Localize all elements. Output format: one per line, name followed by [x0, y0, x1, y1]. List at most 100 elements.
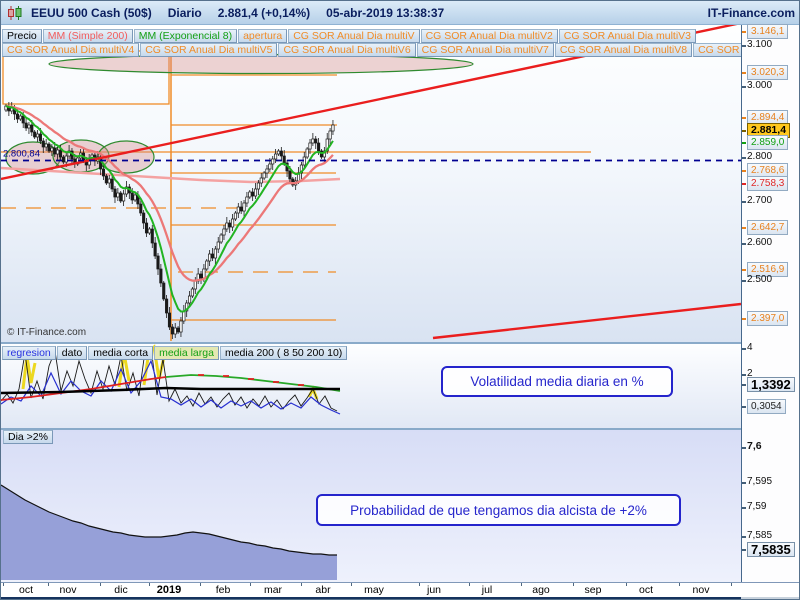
chip-mm-simple-200[interactable]: MM (Simple 200): [42, 29, 133, 43]
time-tick: [100, 583, 101, 586]
probability-area: [1, 485, 337, 580]
axis-tick: [742, 31, 746, 33]
axis-tick: [742, 243, 746, 245]
month-label-may: may: [364, 584, 384, 596]
axis-tick: [742, 45, 746, 47]
axis-tick: [742, 536, 746, 538]
axis-tick: [742, 507, 746, 509]
month-label-jul: jul: [481, 584, 493, 596]
price-chart-canvas[interactable]: 2.800,84 © IT-Finance.com: [1, 25, 741, 342]
axis-tick: [742, 549, 746, 551]
media-200-series: [1, 386, 340, 395]
chip-mm-exponencial-8[interactable]: MM (Exponencial 8): [133, 29, 238, 43]
chip-cg-sor-anual-dia-multiv4[interactable]: CG SOR Anual Dia multiV4: [2, 43, 140, 57]
candles-series: [4, 102, 335, 339]
axis-tick: [742, 183, 746, 185]
price-panel: 2.800,84 © IT-Finance.com Precio MM (Simpl…: [1, 25, 741, 342]
chip-cg-sor-anual-dia-multiv7[interactable]: CG SOR Anual Dia multiV7: [416, 43, 554, 57]
axis-label: 3.020,3: [747, 65, 789, 80]
chip-precio[interactable]: Precio: [2, 29, 42, 43]
chip-cg-sor-anual-dia-multiv3[interactable]: CG SOR Anual Dia multiV3: [558, 29, 697, 43]
chip-apertura[interactable]: apertura: [238, 29, 288, 43]
regresion-series: [1, 376, 167, 401]
axis-label: 3.146,1: [747, 24, 789, 39]
month-label-feb: feb: [215, 584, 231, 596]
axis-label: 2.881,4: [747, 123, 791, 138]
axis-tick: [742, 72, 746, 74]
axis-tick: [742, 142, 746, 144]
axis-tick: [742, 117, 746, 119]
axis-tick: [742, 482, 746, 484]
axis-label: 7,6: [747, 440, 762, 452]
axis-tick: [742, 227, 746, 229]
time-tick: [469, 583, 470, 586]
axis-tick: [742, 447, 746, 449]
month-label-abr: abr: [315, 584, 331, 596]
volatility-annotation[interactable]: Volatilidad media diaria en %: [441, 366, 673, 397]
month-label-ago: ago: [532, 584, 550, 596]
volatility-panel: regresion dato media corta media larga media…: [1, 342, 741, 428]
time-tick: [351, 583, 352, 586]
axis-label: 0,3054: [747, 399, 786, 414]
price-axis[interactable]: 3.146,1 3.100 3.020,3 3.000 2.894,4 2.881,4 2.…: [741, 24, 799, 582]
time-tick: [250, 583, 251, 586]
volatility-indicator-row: regresion dato media corta media larga media…: [2, 344, 741, 361]
time-tick: [200, 583, 201, 586]
axis-tick: [742, 374, 746, 376]
probability-panel: Dia >2% Probabilidad de que tengamos dia…: [1, 428, 741, 582]
month-label-nov: nov: [59, 584, 77, 596]
vol-chip-regresion[interactable]: regresion: [2, 346, 56, 360]
axis-tick: [742, 318, 746, 320]
chip-cg-sor-anual-dia-multiv2[interactable]: CG SOR Anual Dia multiV2: [420, 29, 558, 43]
time-axis[interactable]: oct nov dic 2019 feb mar abr may jun jul ago sep oct…: [1, 582, 799, 597]
orange-level-annotations: [1, 41, 591, 341]
brand-label: IT-Finance.com: [707, 5, 795, 20]
axis-label: 2: [747, 368, 753, 379]
chip-cg-sor-anual-dia-multiv8[interactable]: CG SOR Anual Dia multiV8: [554, 43, 693, 57]
axis-label: 7,585: [747, 530, 773, 541]
axis-label: 2.700: [747, 195, 773, 206]
axis-label: 4: [747, 342, 753, 353]
time-tick: [679, 583, 680, 586]
axis-label: 7,59: [747, 501, 767, 512]
dato-series: [1, 346, 338, 412]
probability-line: [1, 484, 337, 556]
time-tick: [419, 583, 420, 586]
time-tick: [626, 583, 627, 586]
axis-tick: [742, 86, 746, 88]
axis-tick: [742, 348, 746, 350]
axis-tick: [742, 269, 746, 271]
axis-label: 2.516,9: [747, 262, 789, 277]
probability-chart-canvas[interactable]: [1, 428, 741, 582]
axis-label: 7,595: [747, 476, 773, 487]
bottom-scrollbar[interactable]: [1, 597, 741, 599]
vol-chip-media-larga[interactable]: media larga: [154, 346, 219, 360]
chip-cg-sor-anual-dia-multiv[interactable]: CG SOR Anual Dia multiV: [288, 29, 420, 43]
time-tick: [731, 583, 732, 586]
vol-chip-media-corta[interactable]: media corta: [88, 346, 154, 360]
chip-cg-sor-anual-dia-multiv5[interactable]: CG SOR Anual Dia multiV5: [140, 43, 278, 57]
axis-label: 2.600: [747, 237, 773, 248]
indicator-row-2: CG SOR Anual Dia multiV4 CG SOR Anual Dia…: [2, 40, 741, 58]
month-label-jun: jun: [426, 584, 442, 596]
chip-cg-sor-anual-dia-multiv6[interactable]: CG SOR Anual Dia multiV6: [278, 43, 416, 57]
datetime-label: 05-abr-2019 13:38:37: [326, 5, 445, 20]
time-tick: [573, 583, 574, 586]
axis-label: 2.397,0: [747, 311, 789, 326]
trend-line-2[interactable]: [432, 302, 741, 340]
vol-chip-dato[interactable]: dato: [56, 346, 88, 360]
chip-cg-sor-anual-d[interactable]: CG SOR Anual D: [693, 43, 741, 57]
axis-tick: [742, 157, 746, 159]
axis-tick: [742, 406, 746, 408]
axis-label: 2.500: [747, 274, 773, 285]
month-label-oct: oct: [18, 584, 34, 596]
level-line-value-label: 2.800,84: [3, 149, 40, 160]
probability-annotation[interactable]: Probabilidad de que tengamos dia alcista…: [316, 494, 681, 526]
axis-tick: [742, 280, 746, 282]
bottom-corner: [741, 597, 799, 599]
time-tick: [3, 583, 4, 586]
tab-dia-mayor-2pct[interactable]: Dia >2%: [3, 430, 53, 444]
vol-chip-media-200-8-50-200-10[interactable]: media 200 ( 8 50 200 10): [219, 346, 348, 360]
axis-label: 1,3392: [747, 377, 795, 392]
axis-label: 2.800: [747, 151, 773, 162]
